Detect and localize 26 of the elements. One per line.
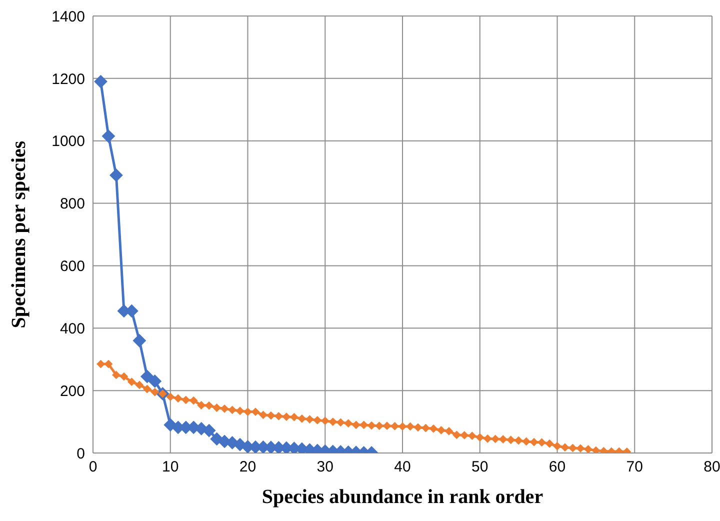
y-tick-label: 400 [60,320,85,338]
x-tick-label: 50 [472,458,488,476]
x-axis-title: Species abundance in rank order [262,486,544,508]
y-tick-label: 800 [60,196,85,213]
y-axis-title: Specimens per species [8,140,30,328]
point [110,168,123,182]
y-tick-label: 0 [76,445,85,462]
x-tick-label: 10 [162,458,179,476]
x-tick-label: 30 [316,458,334,476]
y-tick-label: 600 [60,258,85,276]
x-tick-label: 0 [88,458,98,476]
y-tick-label: 200 [60,382,85,400]
x-tick-label: 60 [548,458,566,476]
y-tick-label: 1200 [52,70,85,88]
point [140,370,154,384]
y-tick-label: 1000 [52,133,85,150]
y-tick-label: 1400 [52,8,85,26]
x-tick-label: 20 [239,458,256,476]
x-tick-label: 40 [394,458,411,476]
x-tick-label: 80 [704,458,720,476]
point [102,130,115,143]
point [132,334,146,348]
point [202,424,216,438]
x-tick-label: 70 [626,458,643,476]
point [148,374,162,388]
point [94,75,108,88]
